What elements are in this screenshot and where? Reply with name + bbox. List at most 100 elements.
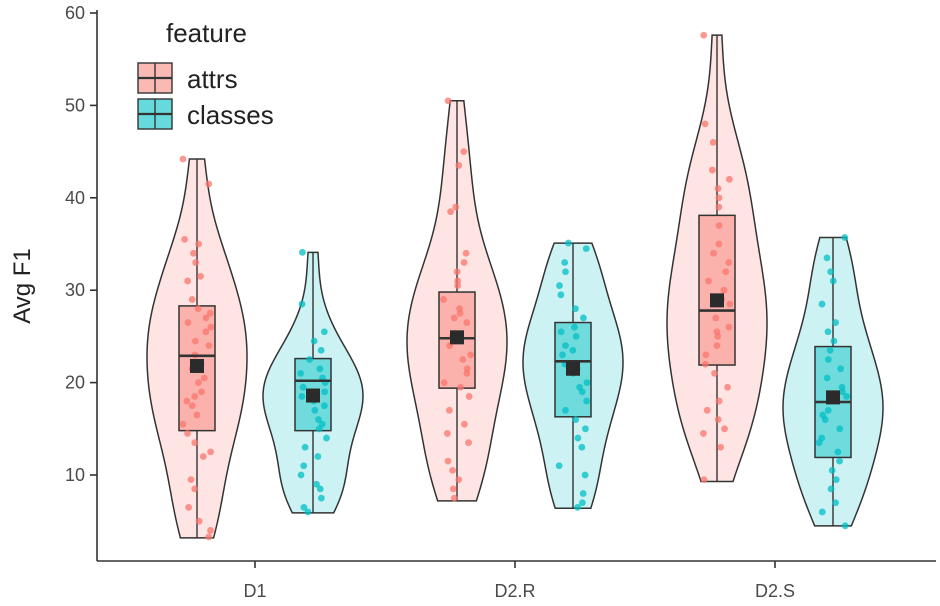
data-point: [841, 234, 849, 241]
data-point: [705, 277, 712, 285]
data-point: [841, 522, 849, 530]
data-point: [838, 388, 846, 396]
data-point: [452, 203, 460, 211]
data-point: [315, 425, 323, 433]
data-point: [702, 351, 710, 359]
data-point: [708, 166, 716, 174]
data-point: [450, 494, 458, 502]
data-point: [562, 406, 569, 414]
data-point: [726, 300, 734, 308]
data-point: [837, 365, 844, 373]
data-point: [701, 120, 709, 128]
data-point: [725, 323, 733, 331]
data-point: [830, 337, 838, 345]
data-point: [445, 406, 453, 414]
data-point: [579, 490, 587, 497]
data-point: [205, 342, 213, 350]
data-point: [183, 397, 191, 405]
data-point: [205, 180, 213, 188]
data-point: [450, 314, 458, 322]
data-point: [465, 439, 472, 447]
data-point: [827, 485, 835, 493]
violin-group-attrs-D2.S: [666, 31, 768, 484]
data-point: [582, 245, 590, 253]
data-point: [557, 328, 565, 336]
data-point: [192, 259, 200, 266]
box-attrs: [698, 214, 736, 366]
y-tick-label: 50: [65, 95, 85, 115]
data-point: [713, 342, 721, 350]
data-point: [581, 471, 589, 479]
data-point: [315, 416, 322, 423]
legend-title: feature: [166, 18, 247, 48]
data-point: [714, 416, 722, 423]
data-point: [571, 305, 579, 313]
data-point: [300, 503, 308, 511]
data-point: [724, 383, 731, 391]
data-point: [194, 305, 202, 313]
data-point: [715, 397, 723, 405]
y-ticks: 10 20 30 40 50 60: [65, 3, 97, 485]
mean-marker: [450, 330, 464, 345]
data-point: [207, 527, 214, 534]
data-point: [202, 328, 210, 336]
data-point: [317, 346, 325, 354]
data-point: [826, 346, 834, 354]
data-point: [722, 268, 730, 276]
data-point: [818, 300, 826, 308]
data-point: [711, 369, 718, 377]
legend-key-attrs: [137, 62, 173, 94]
data-point: [301, 443, 309, 451]
data-point: [323, 434, 330, 442]
data-point: [725, 175, 733, 183]
data-point: [561, 259, 569, 266]
data-point: [715, 222, 723, 229]
violin-classes: [782, 236, 884, 527]
data-point: [200, 374, 208, 382]
data-point: [447, 208, 455, 216]
data-point: [444, 457, 452, 465]
data-point: [207, 323, 215, 331]
data-point: [207, 448, 214, 456]
data-point: [580, 314, 587, 322]
data-point: [717, 443, 725, 451]
data-point: [316, 485, 324, 493]
legend-label-attrs: attrs: [187, 64, 238, 94]
data-point: [555, 462, 563, 470]
data-point: [709, 138, 717, 146]
data-point: [720, 286, 728, 294]
data-point: [700, 31, 708, 39]
data-point: [832, 319, 839, 326]
data-point: [195, 517, 203, 525]
data-point: [188, 402, 196, 410]
data-point: [187, 476, 195, 484]
data-point: [712, 314, 720, 322]
axes: [96, 10, 936, 562]
data-point: [829, 277, 837, 285]
data-point: [463, 319, 471, 326]
data-point: [465, 393, 473, 400]
data-point: [300, 462, 308, 470]
data-point: [710, 249, 717, 257]
data-point: [206, 309, 214, 317]
data-point: [443, 430, 451, 437]
data-point: [188, 296, 196, 303]
data-point: [313, 480, 320, 488]
data-point: [191, 337, 199, 345]
data-point: [460, 148, 468, 156]
data-point: [306, 356, 314, 363]
data-point: [197, 272, 204, 280]
legend: feature attrs classes: [137, 18, 274, 130]
data-point: [834, 448, 842, 456]
y-axis-title: Avg F1: [9, 248, 36, 324]
data-point: [460, 259, 468, 266]
data-point: [202, 314, 210, 322]
mean-marker: [826, 390, 840, 405]
data-point: [195, 379, 202, 386]
data-point: [198, 388, 205, 396]
data-point: [455, 476, 463, 484]
violin-group-attrs-D2.R: [406, 97, 508, 502]
data-point: [700, 476, 708, 484]
y-tick-label: 20: [65, 373, 85, 393]
